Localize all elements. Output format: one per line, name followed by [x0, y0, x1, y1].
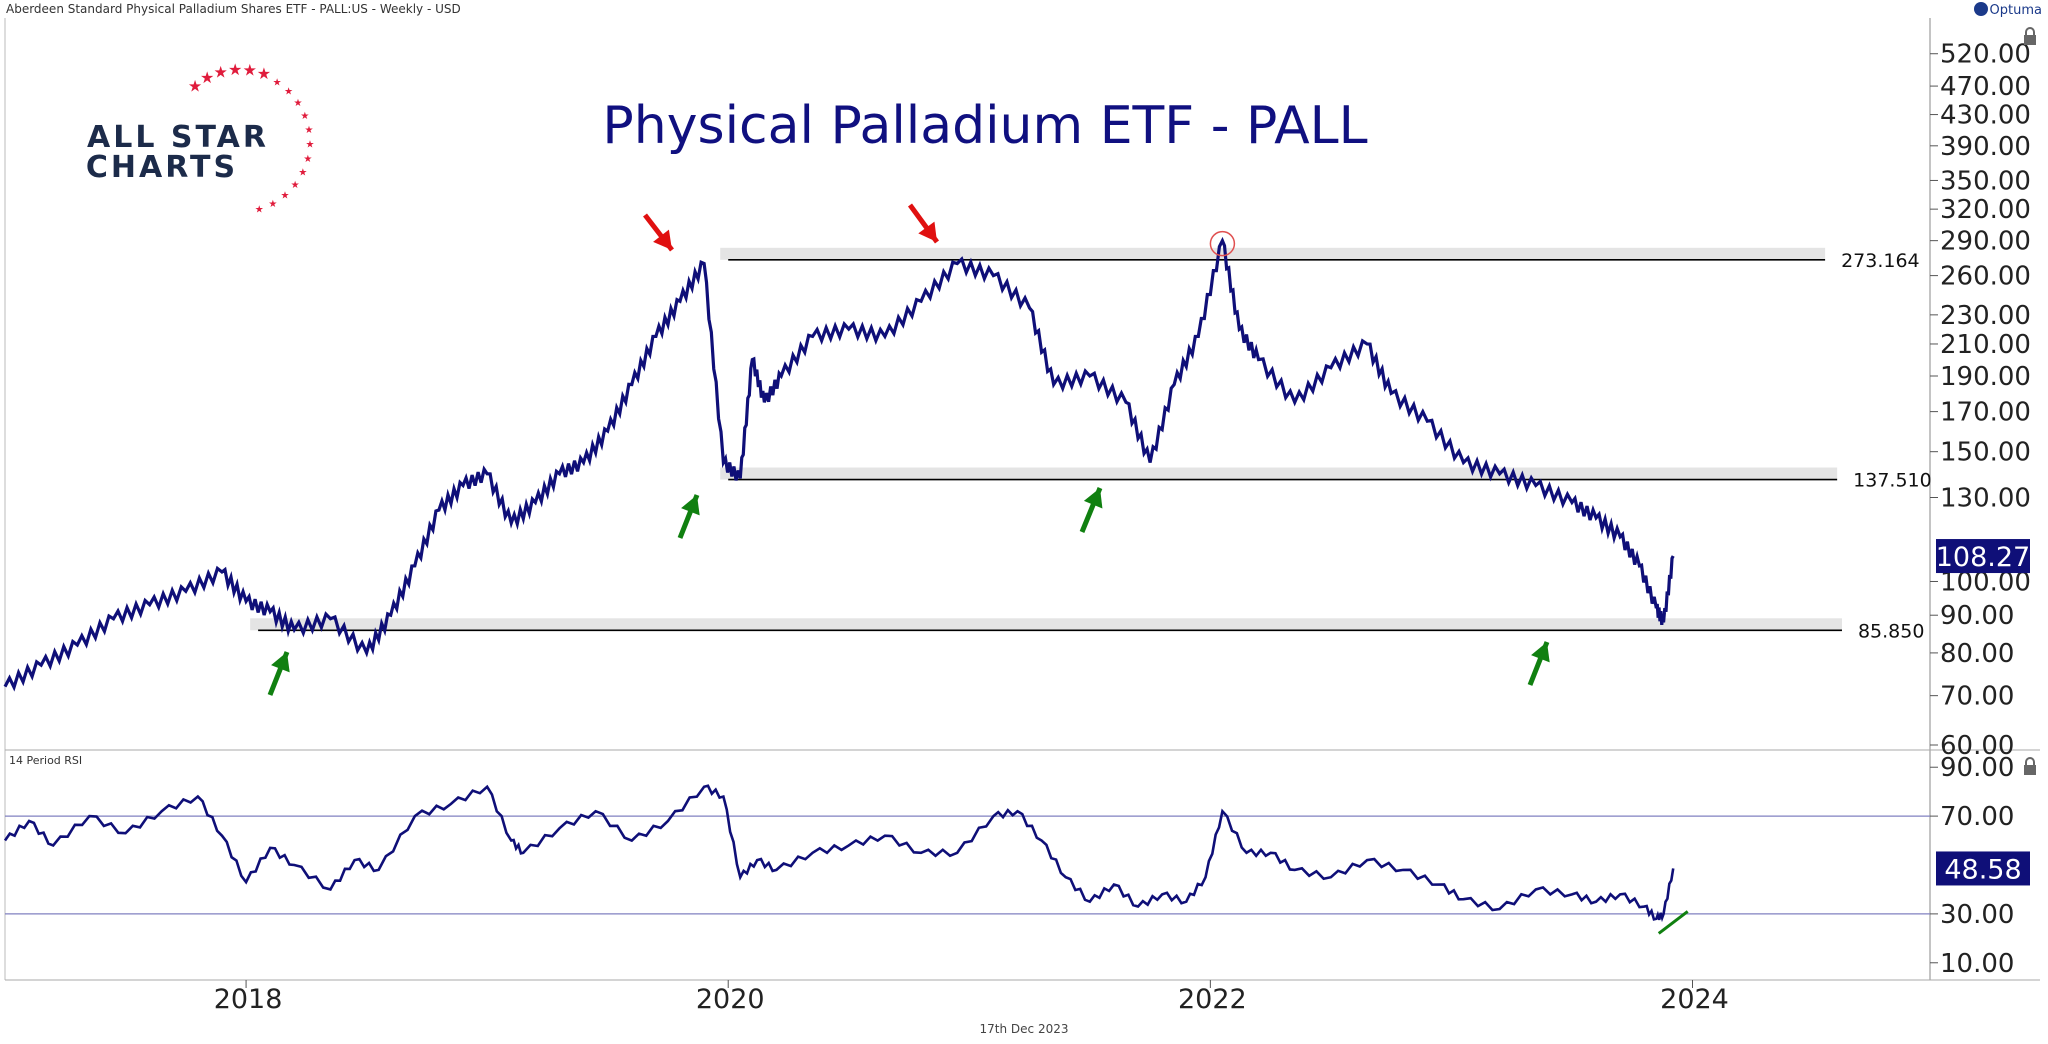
arrow-up-3-head — [271, 652, 290, 673]
logo-star-ring: ★★ ★ ★ ★ ★ ★★★★★★★★★★★★ — [188, 60, 315, 215]
arrow-down-1 — [643, 213, 674, 252]
optuma-logo-icon — [1973, 2, 1988, 16]
rsi-trendline — [1657, 910, 1689, 935]
time-tick-label: 2022 — [1178, 984, 1247, 1015]
chart-title: Physical Palladium ETF - PALL — [602, 96, 1367, 156]
logo-star: ★ — [294, 98, 303, 109]
peak-highlight-circle — [1209, 230, 1236, 257]
lock-icon-shackle — [2025, 757, 2035, 765]
price-tick-label: 170.00 — [1940, 398, 2031, 428]
price-tick-label: 320.00 — [1940, 195, 2031, 225]
lock-icon — [2024, 35, 2036, 45]
rsi-tick-label: 70.00 — [1940, 802, 2014, 832]
level-band — [720, 467, 1838, 480]
arrow-down-1-head — [653, 229, 672, 250]
logo-star: ★ — [228, 60, 242, 79]
rsi-panel-title: 14 Period RSI — [9, 754, 82, 767]
price-tick-label: 60.00 — [1940, 731, 2014, 761]
logo-star: ★ — [257, 64, 271, 83]
price-tick-label: 190.00 — [1940, 362, 2031, 392]
arrow-up-1 — [677, 494, 700, 539]
logo-star: ★ — [281, 191, 290, 202]
price-tick-label: 90.00 — [1940, 601, 2014, 631]
rsi-line — [3, 784, 1675, 923]
time-tick-label: 2020 — [696, 984, 765, 1015]
arrow-up-2 — [1079, 487, 1103, 533]
logo-star: ★ — [284, 87, 293, 98]
price-tick-label: 350.00 — [1940, 166, 2031, 196]
logo-star: ★ — [268, 199, 277, 210]
lock-icon — [2024, 765, 2036, 775]
price-series: 108.27 — [3, 230, 2030, 692]
logo-star: ★ — [214, 63, 228, 82]
price-tick-label: 80.00 — [1940, 639, 2014, 669]
logo-star: ★ — [273, 78, 282, 89]
rsi-tick-label: 90.00 — [1940, 753, 2014, 783]
arrow-up-2-head — [1083, 488, 1103, 509]
time-tick-label: 2018 — [214, 984, 283, 1015]
lock-icon-shackle — [2025, 27, 2035, 35]
arrow-down-2 — [907, 203, 940, 244]
arrow-up-3 — [267, 651, 290, 696]
logo-star: ★ — [200, 68, 214, 87]
logo-text-line2: CHARTS — [86, 150, 238, 185]
price-tick-label: 430.00 — [1940, 101, 2031, 131]
price-tick-label: 520.00 — [1940, 40, 2031, 70]
logo-text-line1: ALL STAR — [87, 120, 269, 155]
time-tick-label: 2024 — [1660, 984, 1729, 1015]
last-price-badge — [1936, 539, 2030, 574]
lock-icons — [2024, 27, 2036, 775]
logo-star: ★ — [291, 180, 300, 191]
rsi-tick-label: 30.00 — [1940, 900, 2014, 930]
price-tick-label: 130.00 — [1940, 483, 2031, 513]
time-axis: 2018 2020 2022 2024 — [214, 980, 1729, 1015]
horizontal-levels: 273.164 137.510 85.850 — [250, 247, 1932, 642]
last-price-label: 108.27 — [1936, 542, 2030, 573]
price-tick-label: 290.00 — [1940, 227, 2031, 257]
price-tick-label: 390.00 — [1940, 132, 2031, 162]
price-tick-label: 150.00 — [1940, 438, 2031, 468]
level-band — [720, 247, 1826, 260]
brand-name: Optuma — [1989, 3, 2042, 18]
arrow-up-1-head — [681, 495, 700, 516]
level-band — [250, 618, 1842, 631]
last-rsi-badge — [1936, 851, 2030, 886]
logo-star: ★ — [304, 125, 313, 136]
price-tick-label: 230.00 — [1940, 301, 2031, 331]
level-label: 137.510 — [1853, 470, 1932, 492]
brand-label: Optuma — [1973, 2, 2042, 18]
arrow-up-4-head — [1531, 642, 1550, 663]
price-tick-label: 470.00 — [1940, 72, 2031, 102]
rsi-tick-label: 10.00 — [1940, 949, 2014, 979]
logo-star: ★ — [255, 204, 264, 215]
instrument-title: Aberdeen Standard Physical Palladium Sha… — [6, 2, 461, 16]
level-label: 85.850 — [1858, 620, 1924, 642]
price-tick-label: 260.00 — [1940, 262, 2031, 292]
level-label: 273.164 — [1841, 250, 1920, 272]
logo-star: ★ — [305, 139, 314, 150]
last-rsi-label: 48.58 — [1944, 854, 2021, 885]
rsi-series: 48.58 — [3, 784, 2030, 935]
logo-star: ★ — [303, 154, 312, 165]
chart-date: 17th Dec 2023 — [979, 1022, 1069, 1036]
annotation-arrows — [267, 203, 1550, 696]
arrow-up-4 — [1527, 641, 1550, 686]
logo-star: ★ — [188, 76, 202, 95]
logo-star: ★ — [298, 168, 307, 179]
price-tick-label: 70.00 — [1940, 682, 2014, 712]
all-star-charts-logo: ALL STAR CHARTS ★★ ★ ★ ★ ★ ★★★★★★★★★★★★ — [86, 60, 315, 215]
rsi-axis: 90.00 70.00 30.00 10.00 — [5, 753, 2014, 979]
price-tick-label: 210.00 — [1940, 330, 2031, 360]
arrow-down-2-head — [918, 221, 937, 242]
logo-star: ★ — [243, 61, 257, 80]
logo-star: ★ — [300, 111, 309, 122]
price-line — [3, 236, 1675, 692]
